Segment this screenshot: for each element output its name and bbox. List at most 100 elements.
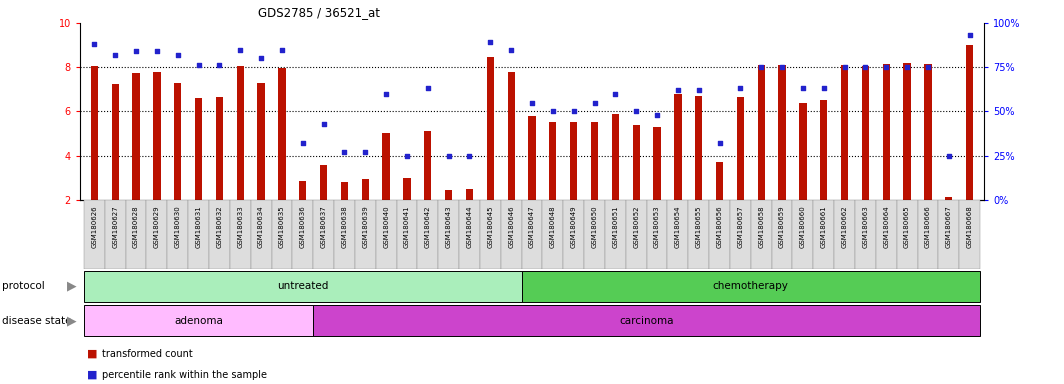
Point <box>106 52 123 58</box>
Point <box>795 85 812 91</box>
Point <box>86 41 103 47</box>
Text: untreated: untreated <box>277 281 329 291</box>
Bar <box>883 64 890 200</box>
Text: GSM180627: GSM180627 <box>112 205 118 248</box>
FancyBboxPatch shape <box>688 200 709 269</box>
FancyBboxPatch shape <box>521 270 980 302</box>
Point <box>190 62 207 68</box>
Bar <box>903 63 911 200</box>
Point <box>961 32 978 38</box>
FancyBboxPatch shape <box>105 200 126 269</box>
Bar <box>486 57 494 200</box>
FancyBboxPatch shape <box>459 200 480 269</box>
FancyBboxPatch shape <box>84 200 105 269</box>
FancyBboxPatch shape <box>709 200 730 269</box>
Text: chemotherapy: chemotherapy <box>713 281 788 291</box>
Text: GSM180626: GSM180626 <box>92 205 98 248</box>
Point <box>628 108 645 114</box>
Text: GSM180643: GSM180643 <box>446 205 451 248</box>
Text: GSM180657: GSM180657 <box>737 205 744 248</box>
Bar <box>195 98 202 200</box>
Bar <box>612 114 619 200</box>
Point <box>919 64 936 70</box>
Text: GSM180645: GSM180645 <box>487 205 494 248</box>
Point <box>732 85 749 91</box>
Text: GSM180666: GSM180666 <box>925 205 931 248</box>
Text: protocol: protocol <box>2 281 45 291</box>
FancyBboxPatch shape <box>876 200 897 269</box>
Point <box>774 64 791 70</box>
Text: GSM180665: GSM180665 <box>904 205 910 248</box>
Bar <box>675 94 682 200</box>
Bar <box>925 64 932 200</box>
Bar <box>445 190 452 200</box>
Text: GSM180641: GSM180641 <box>404 205 410 248</box>
Point <box>899 64 916 70</box>
Bar <box>695 96 702 200</box>
Text: GSM180661: GSM180661 <box>820 205 827 248</box>
Point <box>649 112 666 118</box>
FancyBboxPatch shape <box>417 200 438 269</box>
Bar <box>736 97 744 200</box>
Text: disease state: disease state <box>2 316 71 326</box>
Text: GSM180654: GSM180654 <box>675 205 681 248</box>
FancyBboxPatch shape <box>771 200 793 269</box>
FancyBboxPatch shape <box>834 200 855 269</box>
Point <box>545 108 562 114</box>
Text: GSM180644: GSM180644 <box>466 205 472 248</box>
FancyBboxPatch shape <box>230 200 251 269</box>
Bar <box>841 65 848 200</box>
Point <box>941 152 958 159</box>
Text: carcinoma: carcinoma <box>619 316 674 326</box>
FancyBboxPatch shape <box>647 200 667 269</box>
Point <box>878 64 895 70</box>
Point <box>565 108 582 114</box>
Bar <box>508 71 515 200</box>
FancyBboxPatch shape <box>271 200 293 269</box>
FancyBboxPatch shape <box>751 200 771 269</box>
FancyBboxPatch shape <box>313 200 334 269</box>
Bar <box>174 83 181 200</box>
Bar <box>236 66 244 200</box>
FancyBboxPatch shape <box>293 200 313 269</box>
Text: ▶: ▶ <box>67 280 77 293</box>
Bar <box>279 68 285 200</box>
Point <box>606 91 624 97</box>
Text: GSM180658: GSM180658 <box>759 205 764 248</box>
Point <box>482 40 499 46</box>
Bar <box>945 197 952 200</box>
Point <box>440 152 458 159</box>
Point <box>836 64 853 70</box>
Bar <box>549 122 556 200</box>
Point <box>857 64 874 70</box>
Point <box>128 48 145 55</box>
Text: percentile rank within the sample: percentile rank within the sample <box>102 370 267 380</box>
Point <box>378 91 395 97</box>
FancyBboxPatch shape <box>897 200 917 269</box>
Text: GSM180636: GSM180636 <box>300 205 305 248</box>
Point <box>711 140 728 146</box>
Point <box>815 85 832 91</box>
Bar <box>632 124 639 200</box>
FancyBboxPatch shape <box>188 200 209 269</box>
Text: GSM180635: GSM180635 <box>279 205 285 248</box>
Text: ■: ■ <box>87 349 98 359</box>
FancyBboxPatch shape <box>147 200 167 269</box>
Bar <box>382 134 389 200</box>
FancyBboxPatch shape <box>521 200 543 269</box>
Bar <box>320 166 328 200</box>
Bar <box>112 84 119 200</box>
FancyBboxPatch shape <box>563 200 584 269</box>
Text: GSM180648: GSM180648 <box>550 205 555 248</box>
Point <box>356 149 373 155</box>
Bar <box>153 71 161 200</box>
Text: GSM180652: GSM180652 <box>633 205 639 248</box>
Text: GSM180667: GSM180667 <box>946 205 952 248</box>
Bar <box>779 65 785 200</box>
Bar <box>799 103 807 200</box>
Text: ▶: ▶ <box>67 314 77 327</box>
Text: adenoma: adenoma <box>174 316 223 326</box>
Text: GSM180663: GSM180663 <box>863 205 868 248</box>
Point <box>502 46 519 53</box>
Point <box>211 62 228 68</box>
